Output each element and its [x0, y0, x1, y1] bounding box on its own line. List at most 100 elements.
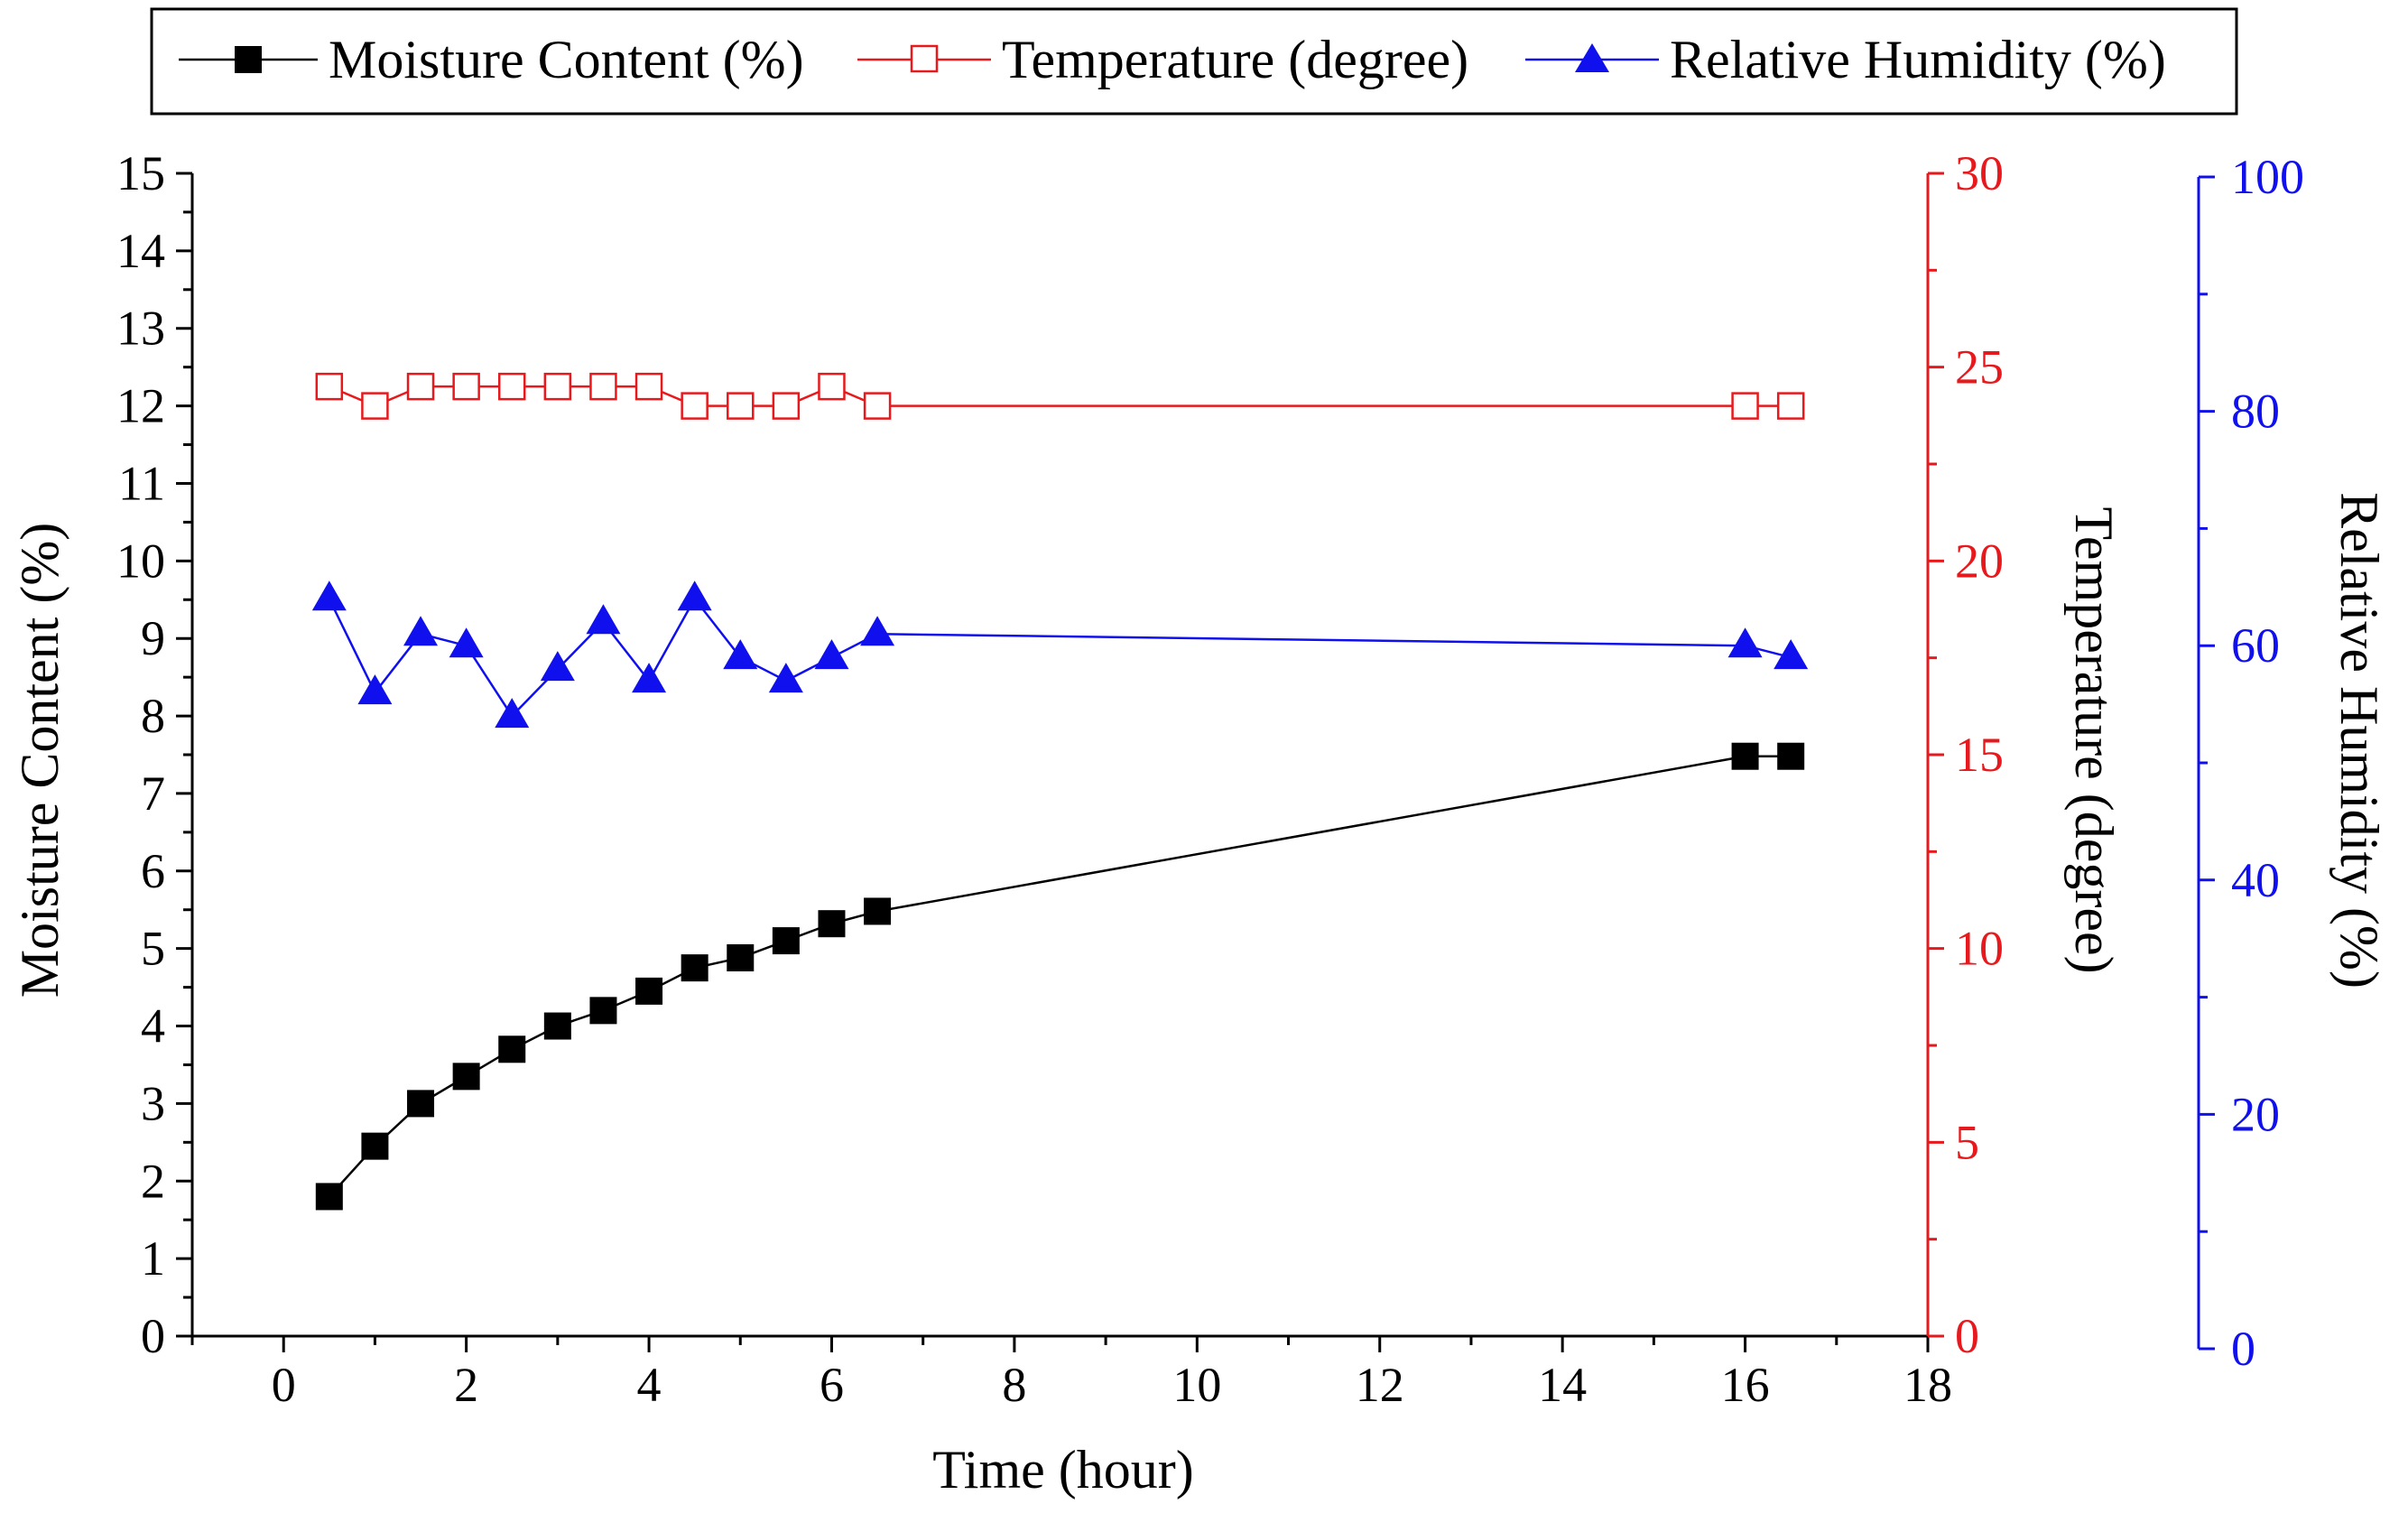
data-point-moisture — [361, 1132, 389, 1160]
data-point-relative — [311, 580, 347, 611]
data-point-relative — [449, 627, 484, 658]
x-tick-label: 4 — [637, 1358, 662, 1412]
temperature-tick-label: 15 — [1955, 728, 2004, 782]
data-point-temperature — [406, 372, 435, 401]
data-point-temperature — [1731, 392, 1759, 420]
x-axis-title: Time (hour) — [932, 1440, 1193, 1500]
left-tick-label: 9 — [141, 611, 165, 665]
x-tick-label: 12 — [1356, 1358, 1404, 1412]
data-point-temperature — [589, 372, 617, 401]
left-tick-label: 4 — [141, 999, 165, 1054]
data-point-relative — [723, 639, 758, 670]
temperature-tick-label: 5 — [1955, 1115, 1979, 1169]
humidity-tick-label: 100 — [2231, 150, 2304, 204]
x-tick-label: 2 — [454, 1358, 478, 1412]
plot-series — [311, 372, 1809, 1211]
left-tick-label: 7 — [141, 766, 165, 821]
data-point-temperature — [818, 372, 846, 401]
data-point-temperature — [727, 392, 755, 420]
data-point-relative — [1774, 639, 1809, 670]
data-point-moisture — [864, 897, 892, 925]
data-point-temperature — [543, 372, 572, 401]
data-point-moisture — [727, 943, 755, 971]
data-point-temperature — [772, 392, 801, 420]
data-point-relative — [495, 698, 530, 729]
data-point-relative — [677, 580, 712, 611]
series-line-relative — [328, 597, 1792, 719]
data-point-moisture — [498, 1035, 526, 1063]
humidity-tick-label: 40 — [2231, 853, 2280, 907]
humidity-tick-label: 20 — [2231, 1087, 2280, 1141]
x-tick-label: 18 — [1903, 1358, 1952, 1412]
series-line-moisture — [328, 755, 1792, 1198]
left-tick-label: 14 — [116, 224, 165, 278]
temperature-y-axis: 0 5 10 15 20 25 30 — [1926, 146, 2004, 1363]
humidity-tick-label: 80 — [2231, 385, 2280, 439]
data-point-relative — [768, 663, 803, 693]
x-tick-label: 10 — [1172, 1358, 1221, 1412]
data-point-moisture — [818, 910, 846, 938]
left-tick-label: 15 — [116, 146, 165, 200]
left-tick-label: 11 — [118, 456, 165, 510]
data-point-temperature — [452, 372, 480, 401]
data-point-moisture — [452, 1063, 480, 1091]
temperature-tick-label: 20 — [1955, 534, 2004, 588]
data-point-relative — [860, 616, 895, 646]
humidity-tick-label: 0 — [2231, 1322, 2255, 1376]
left-tick-label: 10 — [116, 534, 165, 588]
left-tick-label: 3 — [141, 1076, 165, 1130]
data-point-temperature — [1776, 392, 1805, 420]
left-tick-label: 0 — [141, 1309, 165, 1363]
data-point-moisture — [315, 1183, 343, 1211]
data-point-temperature — [315, 372, 344, 401]
x-tick-label: 0 — [272, 1358, 296, 1412]
data-point-moisture — [407, 1090, 435, 1118]
x-tick-label: 6 — [820, 1358, 844, 1412]
left-tick-label: 8 — [141, 689, 165, 743]
data-point-relative — [357, 674, 393, 705]
temperature-tick-label: 10 — [1955, 922, 2004, 976]
x-tick-label: 14 — [1538, 1358, 1587, 1412]
data-point-relative — [1727, 627, 1763, 658]
legend-label-humidity: Relative Humidity (%) — [1670, 30, 2166, 89]
data-point-temperature — [863, 392, 892, 420]
data-point-moisture — [635, 977, 663, 1005]
temperature-tick-label: 0 — [1955, 1309, 1979, 1363]
left-tick-label: 13 — [116, 302, 165, 356]
data-point-moisture — [681, 954, 709, 982]
temperature-tick-label: 25 — [1955, 340, 2004, 395]
x-tick-label: 16 — [1721, 1358, 1770, 1412]
data-point-relative — [814, 639, 849, 670]
data-point-moisture — [589, 997, 617, 1025]
x-axis: 0 2 4 6 8 10 12 14 16 18 — [190, 1334, 1952, 1412]
left-tick-label: 2 — [141, 1154, 165, 1208]
humidity-axis-title: Relative Humidity (%) — [2329, 492, 2389, 989]
data-point-temperature — [634, 372, 663, 401]
data-point-moisture — [543, 1012, 571, 1040]
data-point-relative — [586, 604, 621, 635]
humidity-y-axis: 0 20 40 60 80 100 — [2197, 150, 2304, 1376]
left-tick-label: 6 — [141, 844, 165, 898]
legend: Moisture Content (%) Temperature (degree… — [150, 7, 2238, 116]
legend-label-moisture: Moisture Content (%) — [329, 30, 804, 89]
temperature-tick-label: 30 — [1955, 146, 2004, 200]
legend-marker-humidity — [1575, 43, 1609, 72]
data-point-temperature — [497, 372, 526, 401]
legend-marker-moisture — [235, 46, 262, 73]
data-point-temperature — [361, 392, 389, 420]
left-axis-title: Moisture Content (%) — [10, 523, 69, 998]
data-point-relative — [540, 651, 575, 682]
data-point-relative — [632, 663, 667, 693]
left-tick-label: 12 — [116, 379, 165, 433]
x-tick-label: 8 — [1002, 1358, 1026, 1412]
left-tick-label: 1 — [141, 1231, 165, 1286]
humidity-tick-label: 60 — [2231, 618, 2280, 673]
left-tick-label: 5 — [141, 922, 165, 976]
legend-label-temperature: Temperature (degree) — [1002, 30, 1468, 89]
data-point-relative — [403, 616, 439, 646]
data-point-moisture — [772, 927, 800, 955]
legend-marker-temperature — [910, 44, 939, 73]
temperature-axis-title: Temperature (degree) — [2064, 506, 2124, 973]
